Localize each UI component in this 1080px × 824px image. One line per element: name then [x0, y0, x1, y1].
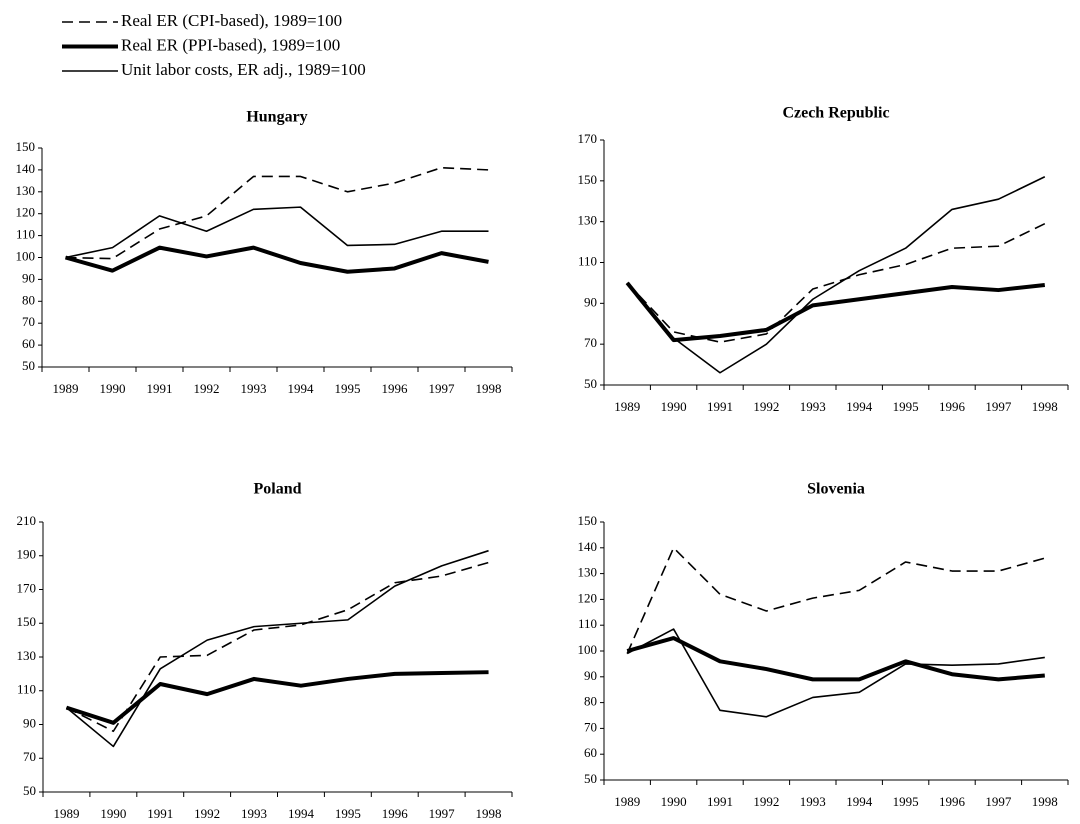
y-tick-label: 110	[16, 227, 35, 242]
x-tick-label: 1997	[985, 399, 1012, 414]
y-tick-label: 90	[584, 294, 597, 309]
series-line	[626, 636, 1045, 682]
x-tick-label: 1989	[53, 381, 79, 396]
chart-title: Hungary	[246, 109, 307, 126]
series-line	[626, 176, 1046, 374]
x-tick-label: 1994	[846, 399, 873, 414]
y-tick-label: 70	[584, 719, 597, 734]
y-tick-label: 170	[17, 580, 37, 595]
y-tick-label: 70	[22, 314, 35, 329]
y-tick-label: 120	[16, 205, 36, 220]
y-tick-label: 110	[578, 253, 597, 268]
chart-title: Poland	[253, 481, 301, 498]
y-tick-label: 80	[584, 694, 597, 709]
y-tick-label: 140	[16, 161, 36, 176]
y-tick-label: 150	[16, 139, 36, 154]
y-tick-label: 140	[578, 539, 598, 554]
y-tick-label: 70	[584, 335, 597, 350]
x-tick-label: 1994	[288, 806, 315, 821]
y-tick-label: 170	[578, 131, 598, 146]
x-tick-label: 1998	[1032, 399, 1058, 414]
y-tick-label: 210	[17, 513, 37, 528]
y-tick-label: 130	[17, 648, 37, 663]
x-tick-label: 1990	[661, 399, 687, 414]
y-tick-label: 90	[23, 715, 36, 730]
y-tick-label: 70	[23, 749, 36, 764]
series-line	[625, 281, 1046, 343]
x-tick-label: 1995	[893, 794, 919, 809]
x-tick-label: 1989	[53, 806, 79, 821]
series-line	[64, 245, 489, 274]
y-tick-label: 130	[16, 183, 36, 198]
x-tick-label: 1991	[147, 806, 173, 821]
chart-title: Slovenia	[807, 481, 865, 498]
y-tick-label: 50	[584, 771, 597, 786]
series-line	[65, 166, 489, 260]
x-tick-label: 1993	[241, 381, 267, 396]
x-tick-label: 1995	[335, 806, 361, 821]
series-line	[626, 222, 1046, 343]
series-line	[66, 561, 489, 733]
y-tick-label: 50	[23, 783, 36, 798]
y-tick-label: 130	[578, 213, 598, 228]
series-line	[65, 549, 489, 748]
x-tick-label: 1998	[1032, 794, 1058, 809]
y-tick-label: 150	[578, 172, 598, 187]
x-tick-label: 1991	[707, 399, 733, 414]
x-tick-label: 1994	[288, 381, 315, 396]
y-tick-label: 60	[584, 745, 597, 760]
legend-label: Real ER (CPI-based), 1989=100	[121, 11, 342, 30]
x-tick-label: 1997	[429, 806, 456, 821]
x-tick-label: 1990	[661, 794, 687, 809]
x-tick-label: 1992	[753, 399, 779, 414]
x-tick-label: 1993	[800, 794, 826, 809]
x-tick-label: 1998	[476, 806, 502, 821]
y-tick-label: 100	[578, 642, 598, 657]
series-line	[626, 547, 1046, 654]
x-tick-label: 1996	[939, 399, 966, 414]
y-tick-label: 80	[22, 292, 35, 307]
x-tick-label: 1991	[707, 794, 733, 809]
y-tick-label: 60	[22, 336, 35, 351]
x-tick-label: 1995	[335, 381, 361, 396]
x-tick-label: 1992	[753, 794, 779, 809]
x-tick-label: 1998	[476, 381, 502, 396]
legend-label: Unit labor costs, ER adj., 1989=100	[121, 60, 366, 79]
y-tick-label: 150	[17, 614, 37, 629]
x-tick-label: 1992	[194, 381, 220, 396]
y-tick-label: 150	[578, 513, 598, 528]
series-line	[65, 206, 489, 259]
x-tick-label: 1992	[194, 806, 220, 821]
y-tick-label: 50	[584, 376, 597, 391]
x-tick-label: 1995	[893, 399, 919, 414]
x-tick-label: 1993	[800, 399, 826, 414]
chart-title: Czech Republic	[782, 105, 889, 122]
y-tick-label: 90	[584, 668, 597, 683]
x-tick-label: 1996	[382, 381, 409, 396]
y-tick-label: 110	[17, 682, 36, 697]
y-tick-label: 190	[17, 547, 37, 562]
x-tick-label: 1989	[614, 794, 640, 809]
x-tick-label: 1990	[100, 381, 126, 396]
series-line	[626, 628, 1045, 718]
x-tick-label: 1997	[985, 794, 1012, 809]
x-tick-label: 1996	[939, 794, 966, 809]
y-tick-label: 90	[22, 270, 35, 285]
legend-label: Real ER (PPI-based), 1989=100	[121, 35, 340, 54]
x-tick-label: 1994	[846, 794, 873, 809]
x-tick-label: 1989	[614, 399, 640, 414]
y-tick-label: 130	[578, 565, 598, 580]
x-tick-label: 1990	[100, 806, 126, 821]
x-tick-label: 1993	[241, 806, 267, 821]
series-line	[65, 670, 489, 725]
y-tick-label: 120	[578, 590, 598, 605]
x-tick-label: 1991	[147, 381, 173, 396]
x-tick-label: 1996	[382, 806, 409, 821]
x-tick-label: 1997	[429, 381, 456, 396]
y-tick-label: 100	[16, 248, 36, 263]
y-tick-label: 110	[578, 616, 597, 631]
y-tick-label: 50	[22, 358, 35, 373]
